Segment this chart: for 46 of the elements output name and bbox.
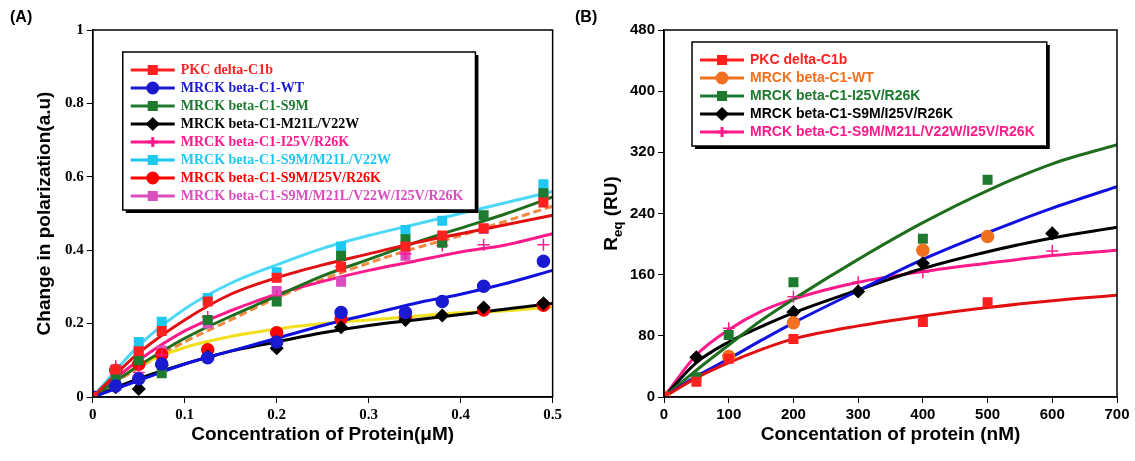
legend-label: MRCK beta-C1-S9M [180,97,309,113]
y-tick-label: 0 [76,387,84,404]
legend-label: PKC delta-C1b [180,61,274,77]
legend-label: MRCK beta-C1-S9M/I25V/R26K [180,169,382,185]
x-axis-title: Concentation of protein (nM) [760,423,1021,445]
legend-label: MRCK beta-C1-S9M/I25V/R26K [750,104,954,121]
x-tick-label: 500 [975,405,1001,423]
legend-label: MRCK beta-C1-S9M/M21L/V22W/I25V/R26K [180,187,464,203]
legend-label: MRCK beta-C1-S9M/M21L/V22W [180,151,392,167]
chart-title: (A) [10,8,33,26]
legend-label: MRCK beta-C1-I25V/R26K [180,133,350,149]
legend-label: PKC delta-C1b [750,50,848,67]
y-tick-label: 160 [630,264,656,282]
x-tick-label: 0.1 [175,405,195,422]
chart-title: (B) [575,8,598,26]
y-tick-label: 240 [630,203,656,221]
y-tick-label: 480 [630,20,656,38]
y-tick-label: 400 [630,81,656,99]
x-axis-title: Concentration of Protein(μM) [191,423,455,445]
x-tick-label: 200 [780,405,806,423]
y-tick-label: 0.2 [65,314,84,331]
x-tick-label: 600 [1039,405,1065,423]
y-tick-label: 0.8 [65,94,84,111]
y-tick-label: 1 [76,20,84,37]
legend-label: MRCK beta-C1-I25V/R26K [750,86,921,103]
x-tick-label: 700 [1104,405,1130,423]
y-tick-label: 80 [638,325,656,343]
y-tick-label: 320 [630,142,656,160]
x-tick-label: 0.4 [451,405,471,422]
x-tick-label: 0.5 [543,405,562,422]
x-tick-label: 400 [910,405,936,423]
y-axis-title: Req (RU) [600,176,626,251]
x-tick-label: 100 [716,405,742,423]
x-tick-label: 0.2 [267,405,287,422]
y-tick-label: 0.6 [65,167,85,184]
x-tick-label: 0 [89,405,97,422]
x-tick-label: 300 [845,405,871,423]
y-tick-label: 0 [646,387,656,405]
x-tick-label: 0.3 [359,405,379,422]
legend-label: MRCK beta-C1-WT [180,79,305,95]
legend-label: MRCK beta-C1-WT [750,68,875,85]
y-tick-label: 0.4 [65,241,85,258]
legend-label: MRCK beta-C1-S9M/M21L/V22W/I25V/R26K [750,122,1035,139]
legend-label: MRCK beta-C1-M21L/V22W [180,115,360,131]
y-axis-title: Change in polarization(a.u) [32,91,54,336]
x-tick-label: 0 [659,405,669,423]
